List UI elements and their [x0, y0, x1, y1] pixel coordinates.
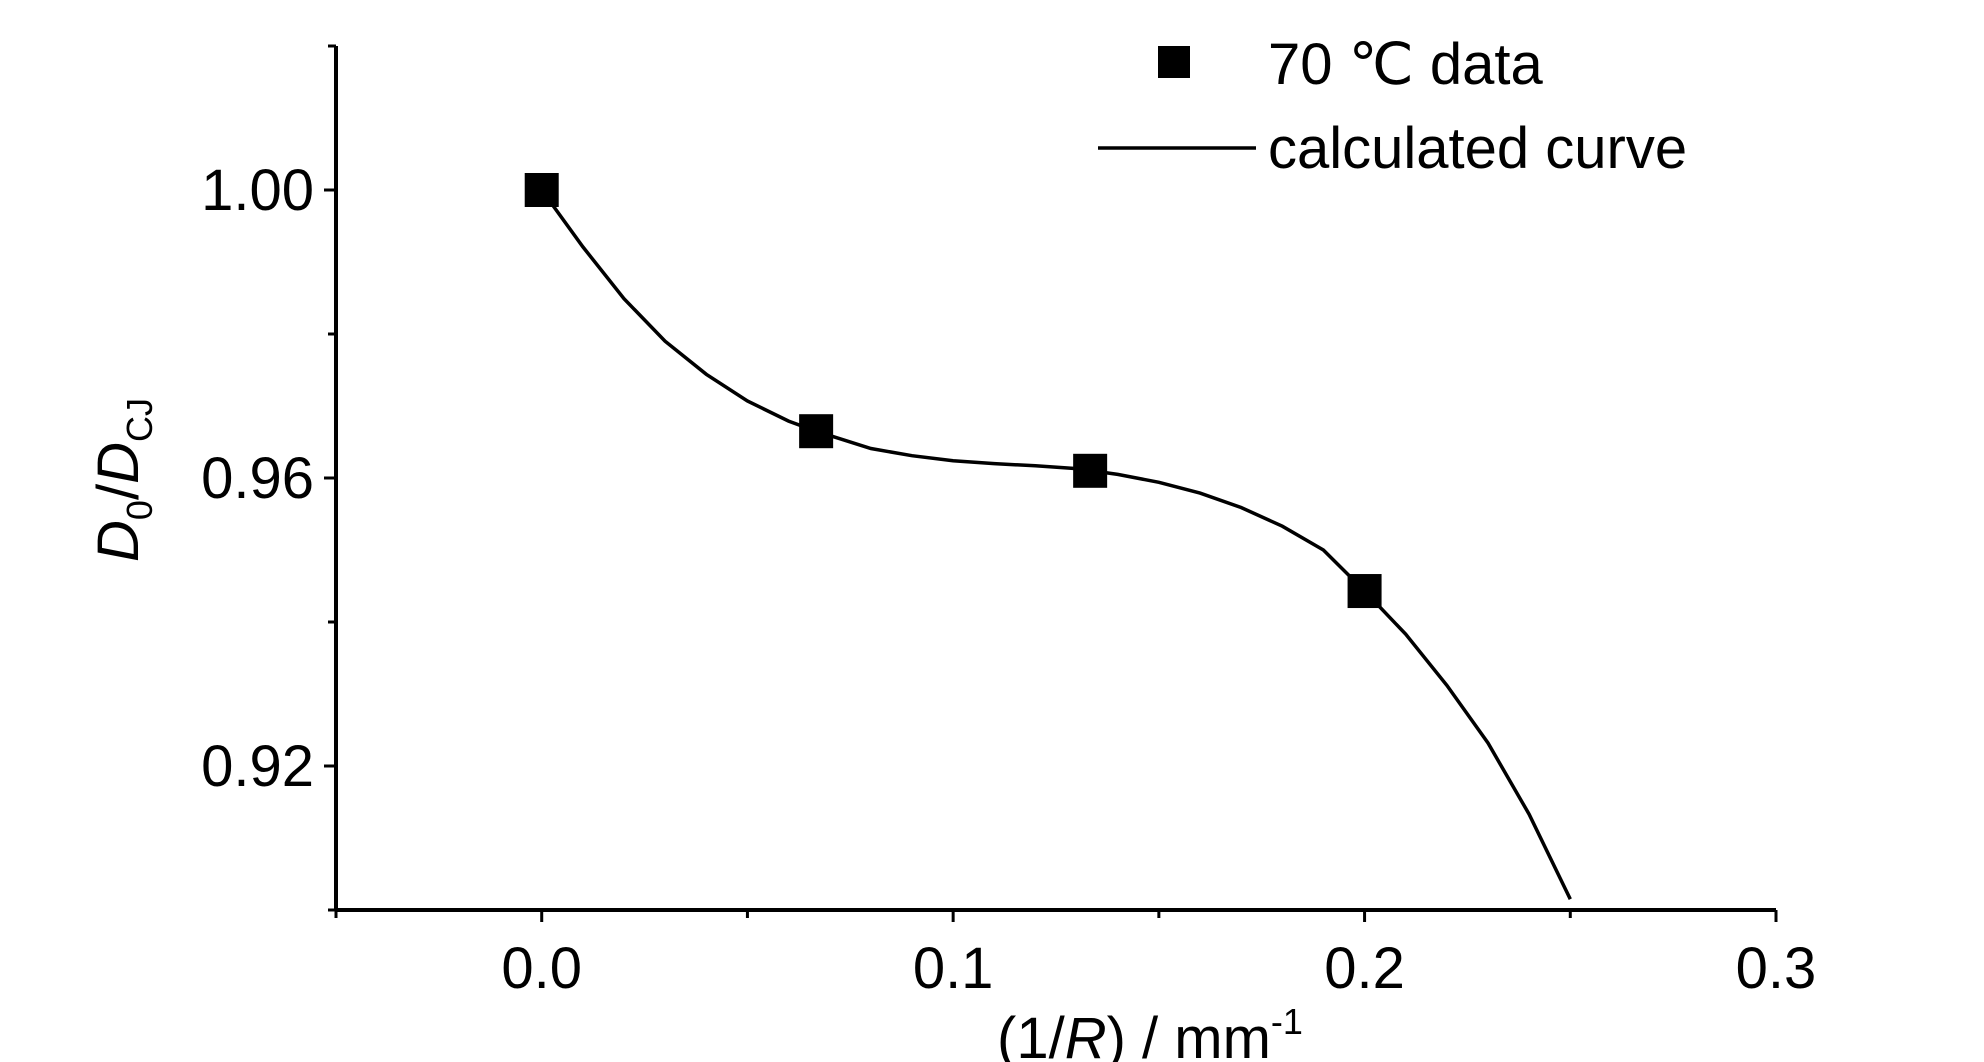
- y-axis-label-slash: /: [86, 483, 151, 500]
- y-tick-label: 0.92: [201, 734, 314, 799]
- x-axis-label-open: (1/: [997, 1006, 1066, 1062]
- x-axis-label-unit: ) / mm: [1107, 1006, 1271, 1062]
- y-tick-label: 0.96: [201, 446, 314, 511]
- x-tick-label: 0.3: [1736, 936, 1817, 1001]
- y-axis-label-dcj: D: [86, 442, 151, 484]
- legend-label-data: 70 ℃ data: [1268, 32, 1544, 97]
- x-axis-ticks: 0.0 0.1 0.2 0.3: [334, 910, 1817, 1001]
- marker-layer: [524, 173, 1382, 609]
- data-point-marker: [1073, 453, 1108, 488]
- data-point-marker: [1347, 574, 1382, 609]
- legend: 70 ℃ data calculated curve: [1098, 32, 1687, 181]
- y-axis-ticks: 0.92 0.96 1.00: [201, 44, 336, 912]
- x-axis-label-exponent: -1: [1271, 1001, 1303, 1042]
- x-tick-label: 0.1: [913, 936, 994, 1001]
- x-axis-label-variable: R: [1065, 1006, 1107, 1062]
- x-tick-label: 0.2: [1324, 936, 1405, 1001]
- data-point-marker: [524, 173, 559, 207]
- x-tick-label: 0.0: [501, 936, 582, 1001]
- y-axis-label-subcj: CJ: [119, 398, 160, 442]
- legend-label-curve: calculated curve: [1268, 116, 1687, 181]
- y-axis-label-d0: D: [86, 520, 151, 562]
- y-axis-label-sub0: 0: [119, 500, 160, 520]
- curve-layer: [540, 188, 1572, 900]
- y-axis-label: D0/DCJ: [86, 398, 160, 562]
- data-point-marker: [799, 414, 834, 449]
- x-axis-label: (1/R) / mm-1: [997, 1001, 1303, 1062]
- legend-marker-data: [1158, 46, 1190, 78]
- calculated-curve-line: [540, 188, 1572, 900]
- y-tick-label: 1.00: [201, 158, 314, 223]
